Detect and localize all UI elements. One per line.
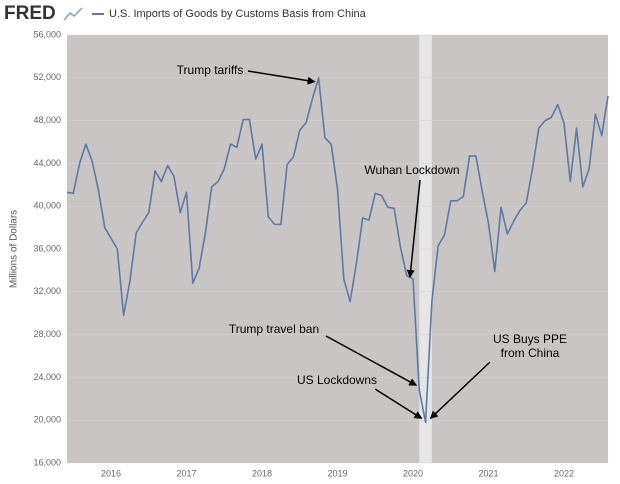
y-tick-label: 44,000 (33, 158, 61, 168)
y-tick-label: 28,000 (33, 329, 61, 339)
x-tick-label: 2016 (101, 468, 121, 478)
y-axis-label: Millions of Dollars (9, 210, 20, 288)
annotation-arrow (247, 70, 316, 85)
annotation-arrow (374, 388, 423, 419)
x-tick-label: 2019 (327, 468, 347, 478)
annotation: from China (501, 346, 560, 360)
y-tick-label: 16,000 (33, 457, 61, 467)
x-tick-label: 2020 (403, 468, 423, 478)
x-tick-label: 2017 (177, 468, 197, 478)
y-tick-label: 20,000 (33, 415, 61, 425)
legend-label: U.S. Imports of Goods by Customs Basis f… (109, 8, 367, 20)
annotation: US Lockdowns (297, 373, 377, 387)
annotation-arrow (325, 335, 418, 386)
y-tick-label: 24,000 (33, 372, 61, 382)
y-tick-label: 40,000 (33, 201, 61, 211)
y-tick-label: 36,000 (33, 243, 61, 253)
x-tick-label: 2022 (554, 468, 574, 478)
annotation-arrow (429, 361, 491, 420)
annotation: Wuhan Lockdown (364, 163, 459, 177)
x-tick-label: 2018 (252, 468, 272, 478)
x-tick-label: 2021 (478, 468, 498, 478)
brand-logo: FRED (4, 3, 56, 24)
y-tick-label: 32,000 (33, 286, 61, 296)
annotation: Trump tariffs (177, 63, 244, 77)
y-tick-label: 56,000 (33, 29, 61, 39)
annotation: Trump travel ban (229, 322, 319, 336)
logo-icon (63, 7, 83, 21)
y-tick-label: 48,000 (33, 115, 61, 125)
data-line (66, 77, 609, 424)
annotation: US Buys PPE (493, 332, 567, 346)
y-tick-label: 52,000 (33, 72, 61, 82)
annotation-arrow (406, 179, 421, 278)
